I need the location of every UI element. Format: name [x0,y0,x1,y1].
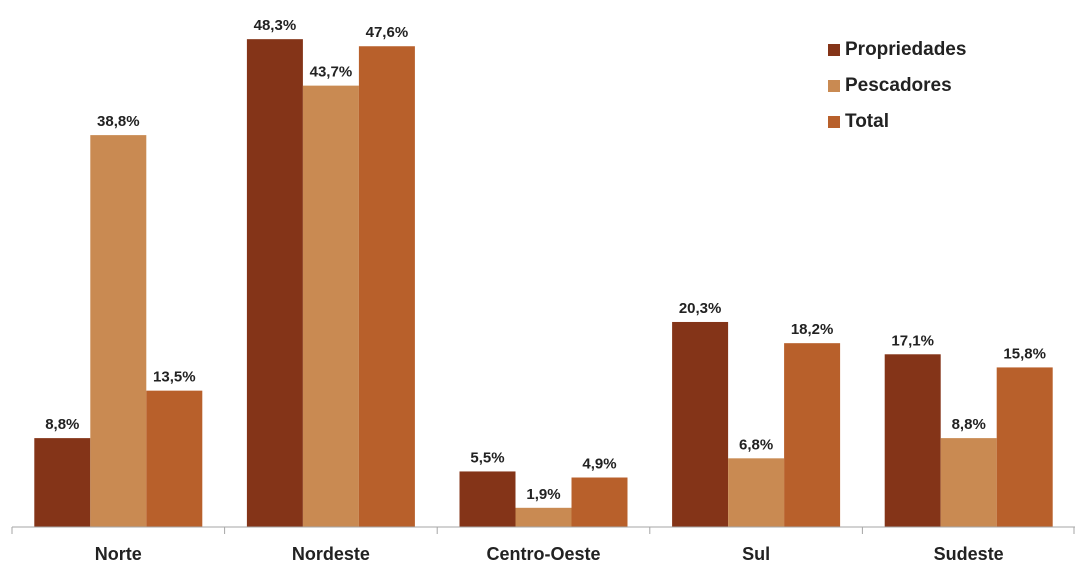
data-label-pescadores-sudeste: 8,8% [952,416,986,433]
legend-swatch-pescadores [828,80,840,92]
data-label-propriedades-norte: 8,8% [45,416,79,433]
bar-pescadores-norte [90,135,147,527]
data-label-total-sul: 18,2% [791,321,834,338]
legend-label-pescadores: Pescadores [845,75,952,96]
legend-item-total: Total [828,104,966,140]
legend-swatch-propriedades [828,44,840,56]
x-tick-label-centro-oeste: Centro-Oeste [486,544,600,564]
bar-total-norte [146,390,203,527]
bar-pescadores-centro-oeste [515,507,572,527]
bar-total-nordeste [358,46,415,528]
legend-label-total: Total [845,111,889,132]
x-tick-label-norte: Norte [95,544,142,564]
data-label-total-centro-oeste: 4,9% [582,456,616,473]
legend-swatch-total [828,116,840,128]
x-tick-label-sudeste: Sudeste [934,544,1004,564]
data-label-propriedades-sul: 20,3% [679,300,722,317]
data-labels-group: 8,8% 38,8% 13,5% 48,3% 43,7% 47,6% 5,5% 1,9% 4,9… [45,17,1046,503]
data-label-propriedades-sudeste: 17,1% [891,332,934,349]
bar-pescadores-nordeste [302,85,359,527]
x-axis: Norte Nordeste Centro-Oeste Sul Sudeste [11,526,1075,564]
data-label-pescadores-sul: 6,8% [739,436,773,453]
data-label-pescadores-nordeste: 43,7% [310,64,353,81]
data-label-pescadores-centro-oeste: 1,9% [526,486,560,503]
data-label-total-nordeste: 47,6% [366,24,409,41]
bars-group [34,39,1053,528]
bar-total-centro-oeste [571,477,628,527]
data-label-pescadores-norte: 38,8% [97,113,140,130]
legend-item-propriedades: Propriedades [828,32,966,68]
bar-propriedades-sul [672,321,729,527]
bar-propriedades-sudeste [884,354,941,527]
legend-label-propriedades: Propriedades [845,39,967,60]
bar-pescadores-sudeste [940,438,997,527]
bar-total-sul [784,343,841,527]
legend-item-pescadores: Pescadores [828,68,966,104]
data-label-total-norte: 13,5% [153,369,196,386]
legend: Propriedades Pescadores Total [828,32,966,140]
data-label-total-sudeste: 15,8% [1003,345,1046,362]
bar-propriedades-nordeste [246,39,303,528]
x-tick-label-nordeste: Nordeste [292,544,370,564]
bar-pescadores-sul [728,458,785,527]
bar-propriedades-norte [34,438,91,527]
data-label-propriedades-nordeste: 48,3% [254,17,297,34]
bar-total-sudeste [996,367,1053,527]
x-tick-label-sul: Sul [742,544,770,564]
bar-propriedades-centro-oeste [459,471,516,527]
data-label-propriedades-centro-oeste: 5,5% [470,449,504,466]
